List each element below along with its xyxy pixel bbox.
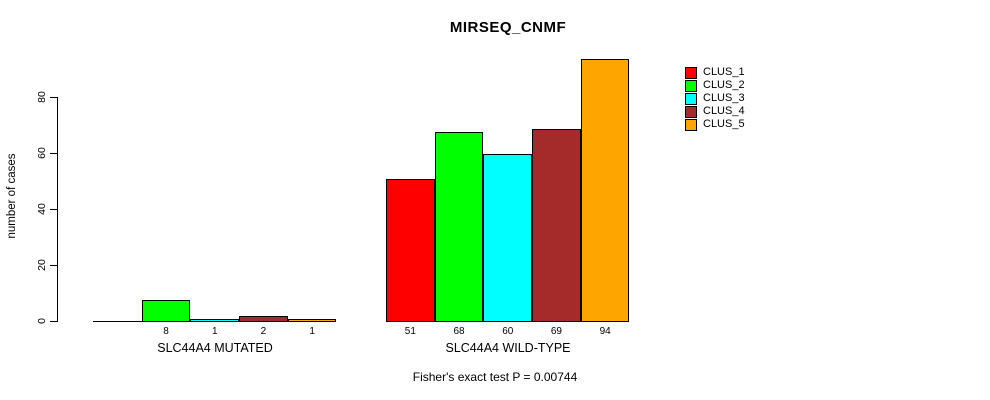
y-axis-label: number of cases (6, 153, 18, 239)
chart-title: MIRSEQ_CNMF (449, 19, 567, 36)
y-axis-tick (50, 153, 58, 154)
bar-value-label: 69 (550, 326, 562, 337)
legend-label: CLUS_5 (703, 118, 745, 130)
legend-label: CLUS_3 (703, 92, 745, 104)
bar-zero (93, 321, 142, 322)
y-axis-tick (50, 321, 58, 322)
bar (239, 316, 288, 322)
legend-item: CLUS_3 (685, 92, 745, 105)
annotation-text: Fisher's exact test P = 0.00744 (412, 370, 578, 384)
x-group-label-wildtype: SLC44A4 WILD-TYPE (445, 341, 571, 355)
bar-value-label: 51 (404, 326, 416, 337)
bar (386, 179, 435, 322)
legend-item: CLUS_2 (685, 79, 745, 92)
y-axis-tick-label: 20 (36, 259, 48, 271)
bar-value-label: 1 (309, 326, 315, 337)
bar-value-label: 8 (163, 326, 169, 337)
y-axis-tick (50, 97, 58, 98)
legend-label: CLUS_4 (703, 105, 745, 117)
bar (190, 319, 240, 322)
legend-label: CLUS_2 (703, 79, 745, 91)
bar-value-label: 60 (502, 326, 514, 337)
legend-swatch (685, 92, 697, 105)
legend-item: CLUS_4 (685, 105, 745, 118)
x-group-label-mutated: SLC44A4 MUTATED (157, 341, 273, 355)
bar (287, 319, 337, 322)
bar-value-label: 68 (453, 326, 465, 337)
legend-swatch (685, 66, 697, 79)
legend-item: CLUS_5 (685, 118, 745, 131)
bar (580, 59, 630, 322)
y-axis-tick-label: 0 (36, 318, 48, 324)
y-axis-tick (50, 209, 58, 210)
y-axis-tick-label: 40 (36, 203, 48, 215)
legend-swatch (685, 79, 697, 92)
bar (532, 129, 581, 322)
bar (141, 300, 191, 322)
legend-swatch (685, 118, 697, 131)
bar (483, 154, 533, 322)
y-axis-tick (50, 265, 58, 266)
legend-label: CLUS_1 (703, 66, 745, 78)
y-axis-tick-label: 80 (36, 91, 48, 103)
y-axis-tick-label: 60 (36, 147, 48, 159)
bar (434, 132, 484, 322)
bar-value-label: 94 (599, 326, 611, 337)
legend-swatch (685, 105, 697, 118)
bar-value-label: 1 (211, 326, 218, 337)
legend: CLUS_1 CLUS_2 CLUS_3 CLUS_4 CLUS_5 (685, 66, 745, 131)
legend-item: CLUS_1 (685, 66, 745, 79)
bar-value-label: 2 (260, 326, 267, 337)
